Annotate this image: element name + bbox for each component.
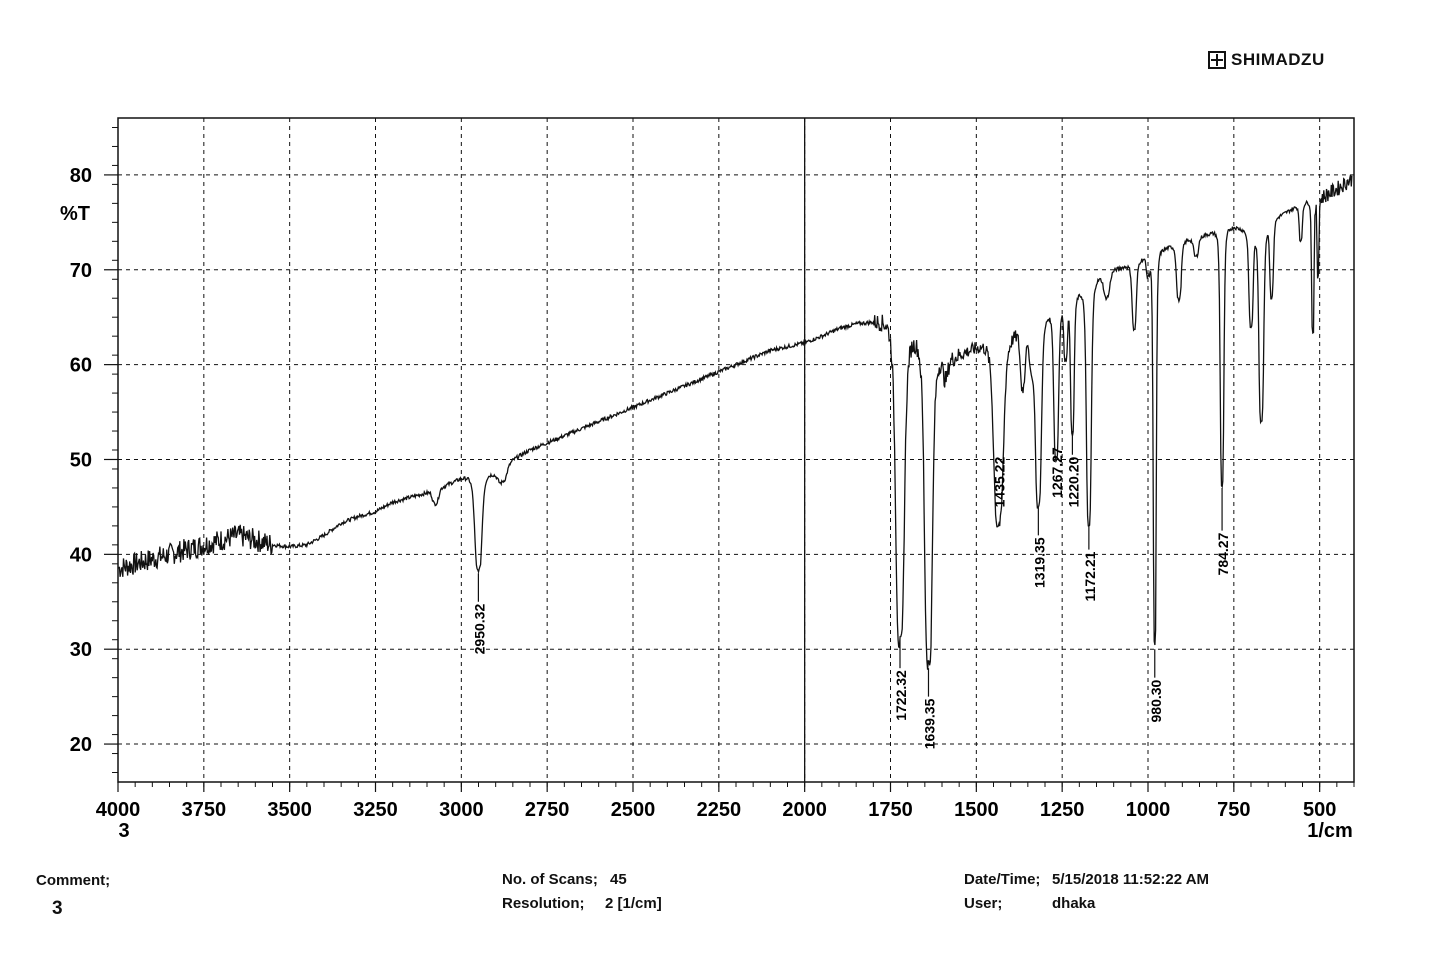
scans-label: No. of Scans; xyxy=(502,871,598,888)
resolution-value: 2 [1/cm] xyxy=(605,895,662,912)
peak-label-784.27: 784.27 xyxy=(1215,487,1231,575)
peak-label-text: 1435.22 xyxy=(992,457,1008,508)
y-tick-label: 20 xyxy=(70,734,92,756)
peak-label-980.30: 980.30 xyxy=(1148,649,1164,722)
x-tick-label: 3250 xyxy=(353,799,398,821)
peak-label-1267.27: 1267.27 xyxy=(1049,447,1065,498)
y-tick-label: 70 xyxy=(70,260,92,282)
x-tick-label: 2000 xyxy=(782,799,827,821)
circle-cross-logo-icon xyxy=(1208,51,1226,69)
peak-label-1722.32: 1722.32 xyxy=(893,639,909,721)
x-tick-label: 1250 xyxy=(1040,799,1085,821)
peak-label-text: 784.27 xyxy=(1215,532,1231,575)
y-tick-label: 50 xyxy=(70,449,92,471)
peak-label-1319.35: 1319.35 xyxy=(1031,506,1047,588)
x-tick-label: 1000 xyxy=(1126,799,1171,821)
x-tick-label: 1500 xyxy=(954,799,999,821)
peak-annotations: 2950.32 1722.32 1639.35 1435.22 1319.35 1267.… xyxy=(471,431,1231,749)
y-tick-label: 30 xyxy=(70,639,92,661)
y-tick-label: 40 xyxy=(70,544,92,566)
comment-value: 3 xyxy=(52,898,63,919)
x-tick-label: 500 xyxy=(1303,799,1336,821)
x-tick-label: 3500 xyxy=(267,799,312,821)
peak-label-text: 980.30 xyxy=(1148,679,1164,722)
x-tick-label: 3000 xyxy=(439,799,484,821)
brand-logo-text: SHIMADZU xyxy=(1231,50,1325,69)
peak-label-1639.35: 1639.35 xyxy=(921,668,937,749)
peak-label-1435.22: 1435.22 xyxy=(992,457,1008,508)
y-tick-label: 60 xyxy=(70,355,92,377)
peak-label-text: 2950.32 xyxy=(471,604,487,655)
scans-value: 45 xyxy=(610,871,627,888)
resolution-label: Resolution; xyxy=(502,895,585,912)
peak-label-text: 1267.27 xyxy=(1049,447,1065,498)
comment-label: Comment; xyxy=(36,872,111,889)
peak-label-text: 1722.32 xyxy=(893,670,909,721)
peak-label-text: 1220.20 xyxy=(1065,457,1081,508)
spectrum-line xyxy=(118,174,1353,670)
x-tick-label: 2750 xyxy=(525,799,570,821)
x-tick-label: 4000 xyxy=(96,799,141,821)
peak-label-1172.21: 1172.21 xyxy=(1082,525,1098,601)
peak-label-text: 1639.35 xyxy=(921,698,937,749)
user-value: dhaka xyxy=(1052,895,1096,912)
axis-ticks xyxy=(104,126,1355,792)
x-tick-label: 1750 xyxy=(868,799,913,821)
peak-label-2950.32: 2950.32 xyxy=(471,573,487,654)
x-axis-unit-label: 1/cm xyxy=(1307,820,1353,842)
datetime-label: Date/Time; xyxy=(964,871,1041,888)
x-tick-label: 2250 xyxy=(697,799,742,821)
brand-logo: SHIMADZU xyxy=(1208,50,1325,70)
user-label: User; xyxy=(964,895,1003,912)
chart-grid xyxy=(118,118,1354,782)
y-tick-label: 80 xyxy=(70,165,92,187)
x-tick-label: 3750 xyxy=(182,799,227,821)
peak-label-text: 1319.35 xyxy=(1031,537,1047,588)
plot-frame xyxy=(117,117,1355,783)
y-axis-label: %T xyxy=(60,203,90,225)
x-tick-label: 750 xyxy=(1217,799,1250,821)
x-tick-label: 2500 xyxy=(611,799,656,821)
axis-tick-labels: 4000 3750 3500 3250 3000 2750 2500 2250 2000 1750… xyxy=(70,165,1337,821)
x-axis-extra-label: 3 xyxy=(118,820,129,842)
peak-label-text: 1172.21 xyxy=(1082,551,1098,601)
datetime-value: 5/15/2018 11:52:22 AM xyxy=(1052,871,1210,888)
peak-label-1220.20: 1220.20 xyxy=(1065,431,1081,507)
